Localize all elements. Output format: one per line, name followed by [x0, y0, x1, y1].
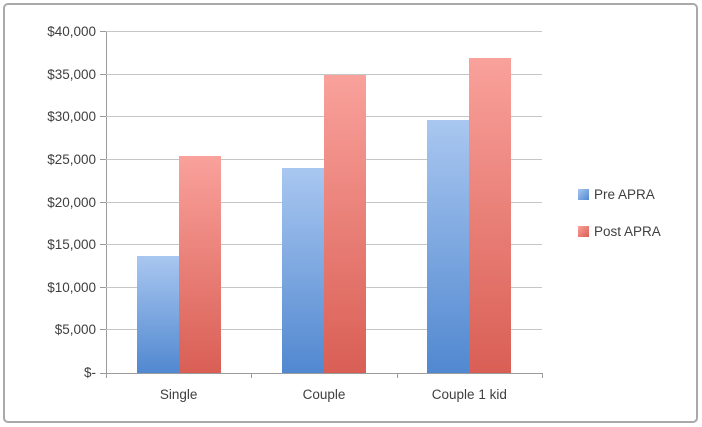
x-axis-tick [542, 373, 543, 378]
legend-swatch-post-apra [578, 226, 589, 237]
y-axis-tick [100, 116, 106, 118]
legend-item-post-apra: Post APRA [578, 223, 661, 240]
bar [136, 256, 179, 373]
y-tick-label: $25,000 [47, 151, 96, 167]
bar [178, 156, 221, 373]
y-axis-tick [100, 329, 106, 331]
x-axis-label: Couple 1 kid [431, 387, 507, 402]
y-tick-label: $40,000 [47, 24, 96, 39]
legend: Pre APRA Post APRA [578, 186, 661, 260]
y-tick-label: $30,000 [47, 109, 96, 125]
legend-label-post-apra: Post APRA [594, 224, 661, 239]
bar [282, 168, 324, 373]
gridline [106, 31, 542, 32]
bar [469, 57, 512, 373]
y-tick-label: $5,000 [54, 322, 96, 338]
legend-swatch-pre-apra [578, 189, 589, 200]
y-tick-label: $10,000 [47, 279, 96, 295]
legend-label-pre-apra: Pre APRA [594, 187, 655, 202]
legend-item-pre-apra: Pre APRA [578, 186, 661, 203]
x-axis-tick [106, 373, 107, 378]
y-axis-tick [100, 158, 106, 160]
y-axis-tick [100, 201, 106, 203]
y-tick-label: $20,000 [47, 194, 96, 210]
x-axis-tick [251, 373, 253, 378]
gridline [106, 73, 542, 75]
x-axis-line [100, 373, 543, 374]
y-axis-tick [100, 73, 106, 75]
plot-area [100, 31, 543, 378]
x-axis-label: Single [159, 387, 198, 402]
y-axis-line [106, 31, 107, 374]
y-axis-tick [100, 31, 106, 32]
y-tick-label: $35,000 [47, 66, 96, 82]
y-axis-labels: $- $5,000 $10,000 $15,000 $20,000 $25,000 $30,… [0, 0, 96, 427]
x-axis-tick [396, 373, 398, 378]
y-axis-tick [100, 286, 106, 288]
x-axis-label: Couple [302, 387, 346, 402]
bar [427, 119, 470, 373]
y-axis-tick [100, 244, 106, 246]
y-tick-label: $15,000 [47, 237, 96, 253]
y-tick-label: $- [83, 365, 96, 380]
bar [324, 74, 366, 373]
